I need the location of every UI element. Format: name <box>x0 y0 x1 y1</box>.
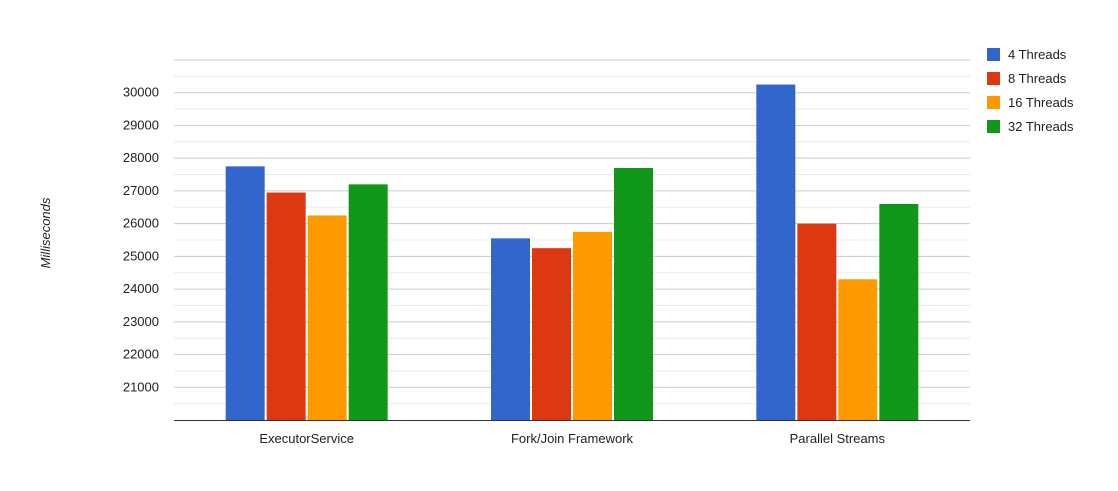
legend: 4 Threads 8 Threads 16 Threads 32 Threads <box>987 47 1074 134</box>
y-tick-label: 22000 <box>123 347 159 362</box>
bar[interactable] <box>838 279 878 420</box>
y-axis-label: Milliseconds <box>38 197 53 268</box>
bar[interactable] <box>614 168 653 420</box>
legend-swatch <box>987 72 1000 85</box>
y-tick-label: 30000 <box>123 85 159 100</box>
x-category-label: ExecutorService <box>259 431 354 446</box>
y-tick-label: 21000 <box>123 379 159 394</box>
bar[interactable] <box>756 84 796 420</box>
legend-swatch <box>987 96 1000 109</box>
bar[interactable] <box>797 223 837 420</box>
bar[interactable] <box>307 215 347 420</box>
bar[interactable] <box>491 238 530 420</box>
gridlines <box>174 59 970 405</box>
y-tick-label: 24000 <box>123 281 159 296</box>
bar[interactable] <box>348 184 388 420</box>
y-tick-label: 28000 <box>123 150 159 165</box>
legend-label[interactable]: 8 Threads <box>1008 71 1067 86</box>
x-category-label: Fork/Join Framework <box>511 431 634 446</box>
bar[interactable] <box>532 248 571 420</box>
x-category-labels: ExecutorService Fork/Join Framework Parall… <box>259 431 885 446</box>
bar[interactable] <box>879 204 919 420</box>
y-tick-label: 26000 <box>123 216 159 231</box>
bar[interactable] <box>225 166 265 420</box>
y-tick-label: 27000 <box>123 183 159 198</box>
bar[interactable] <box>266 192 306 420</box>
legend-label[interactable]: 16 Threads <box>1008 95 1074 110</box>
legend-swatch <box>987 120 1000 133</box>
bar-series-group <box>225 84 919 420</box>
legend-label[interactable]: 32 Threads <box>1008 119 1074 134</box>
x-category-label: Parallel Streams <box>790 431 886 446</box>
y-tick-label: 23000 <box>123 314 159 329</box>
y-tick-label: 25000 <box>123 248 159 263</box>
bar[interactable] <box>573 231 612 420</box>
legend-label[interactable]: 4 Threads <box>1008 47 1067 62</box>
y-tick-labels: 21000 22000 23000 24000 25000 26000 27000 28000… <box>123 85 159 395</box>
y-tick-label: 29000 <box>123 117 159 132</box>
legend-swatch <box>987 48 1000 61</box>
